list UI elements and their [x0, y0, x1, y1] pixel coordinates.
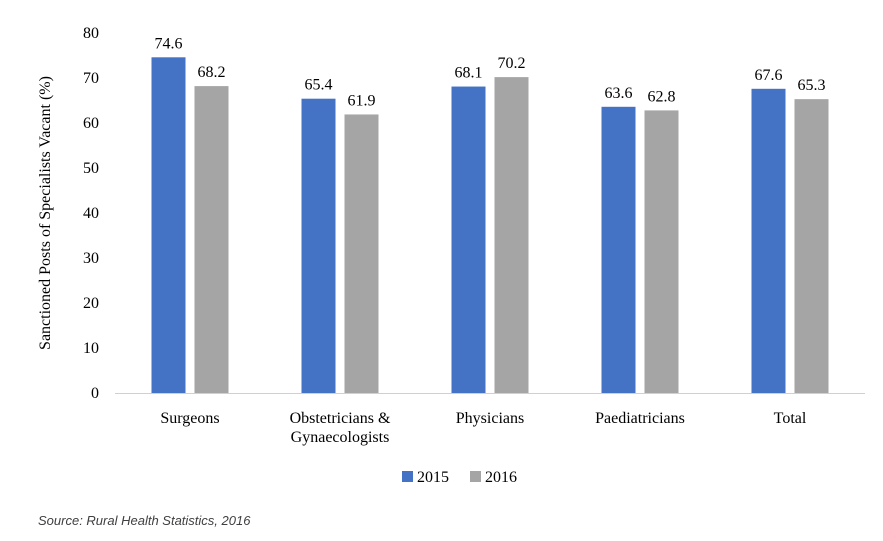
y-tick-label: 70 [83, 70, 99, 87]
y-tick-label: 30 [83, 250, 99, 267]
bar-2016 [644, 110, 679, 394]
bar-2015 [601, 106, 636, 394]
data-label-2016: 68.2 [198, 64, 226, 81]
data-label-2015: 63.6 [605, 85, 633, 102]
y-axis-title: Sanctioned Posts of Specialists Vacant (… [37, 76, 54, 350]
data-label-2015: 74.6 [155, 35, 183, 52]
x-tick-label: Physicians [456, 410, 524, 427]
bar-2015 [301, 98, 336, 393]
data-label-2016: 65.3 [798, 77, 826, 94]
bar-2015 [451, 86, 486, 394]
data-label-2015: 65.4 [305, 77, 333, 94]
y-axis-ticks: 0 10 20 30 40 50 60 70 80 [83, 25, 99, 402]
bar-2016 [794, 99, 829, 394]
x-tick-label: Total [774, 410, 807, 427]
bar-2016 [344, 114, 379, 393]
legend-label-2016: 2016 [485, 469, 517, 486]
data-label-2016: 61.9 [348, 92, 376, 109]
bar-2015 [151, 57, 186, 394]
y-tick-label: 10 [83, 340, 99, 357]
legend: 2015 2016 [402, 469, 517, 486]
bar-2016 [494, 77, 529, 393]
bar-2016 [194, 86, 229, 393]
data-label-2016: 70.2 [498, 55, 526, 72]
x-tick-label: Paediatricians [595, 410, 685, 427]
legend-label-2015: 2015 [417, 469, 449, 486]
data-labels: 74.6 68.2 65.4 61.9 68.1 70.2 63.6 62.8 67.6 65.3 [155, 35, 826, 109]
y-tick-label: 60 [83, 115, 99, 132]
y-tick-label: 40 [83, 205, 99, 222]
y-tick-label: 0 [91, 385, 99, 402]
data-label-2016: 62.8 [648, 88, 676, 105]
y-axis-label: Sanctioned Posts of Specialists Vacant (… [37, 76, 54, 350]
legend-swatch-2015 [402, 471, 413, 482]
x-tick-label: Surgeons [160, 410, 219, 427]
bar-2015 [751, 88, 786, 394]
source-note: Source: Rural Health Statistics, 2016 [38, 513, 251, 528]
y-tick-label: 20 [83, 295, 99, 312]
x-tick-label: Obstetricians & Gynaecologists [290, 410, 391, 446]
y-tick-label: 80 [83, 25, 99, 42]
data-label-2015: 68.1 [455, 65, 483, 82]
bars [151, 57, 829, 394]
x-axis-ticks: Surgeons Obstetricians & Gynaecologists Phy… [160, 410, 807, 446]
data-label-2015: 67.6 [755, 67, 783, 84]
legend-swatch-2016 [470, 471, 481, 482]
y-tick-label: 50 [83, 160, 99, 177]
